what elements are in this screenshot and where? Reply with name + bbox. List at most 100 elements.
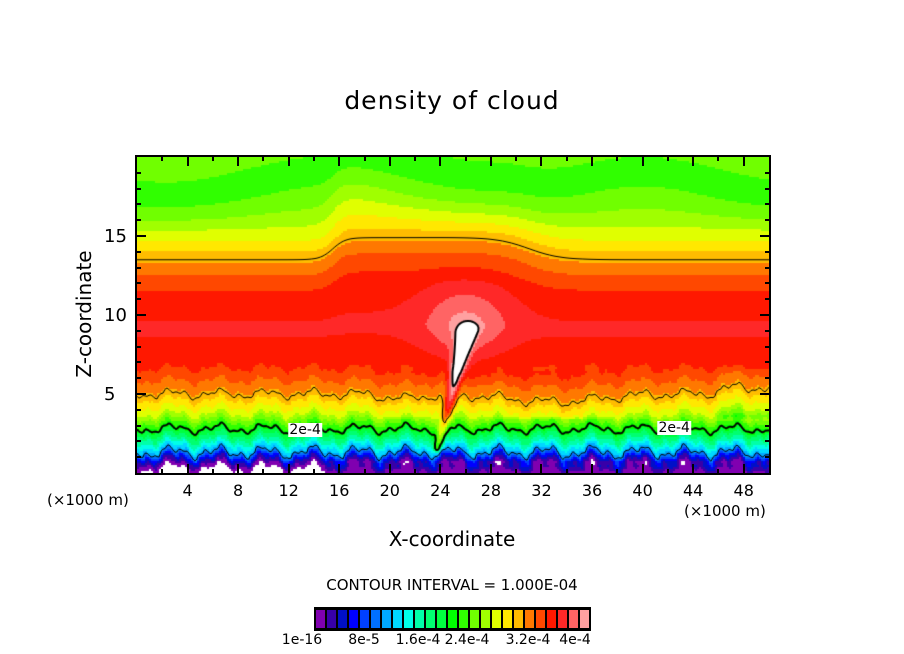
x-unit-label: (×1000 m) [684,502,766,520]
y-tick [765,424,769,427]
x-tick [742,157,745,166]
x-tick [363,469,366,473]
colorbar-box [382,610,391,628]
y-tick [137,456,141,459]
colorbar-box [547,610,556,628]
colorbar-box [448,610,457,628]
colorbar-box [503,610,512,628]
x-tick [565,469,568,473]
colorbar-box [558,610,567,628]
y-tick [137,424,141,427]
y-tick [765,377,769,380]
x-tick [312,469,315,473]
x-tick [489,157,492,166]
x-tick [464,469,467,473]
y-tick [137,298,141,301]
colorbar [314,607,591,631]
colorbar-box [492,610,501,628]
colorbar-box [338,610,347,628]
y-tick [760,393,769,395]
x-tick [237,157,240,166]
x-axis-label: X-coordinate [388,527,516,551]
y-tick [137,345,141,348]
x-tick-label: 12 [278,481,299,500]
y-tick [137,219,141,222]
colorbar-label: 8e-5 [348,632,380,648]
x-tick [287,464,290,473]
x-tick [591,464,594,473]
x-tick [489,464,492,473]
y-tick [137,361,141,364]
x-tick [439,464,442,473]
x-tick [338,464,341,473]
x-tick [515,469,518,473]
x-tick [717,469,720,473]
x-tick-label: 8 [233,481,244,500]
x-tick [565,157,568,161]
x-tick [515,157,518,161]
y-tick [137,282,141,285]
y-tick [137,329,141,332]
y-tick [137,250,141,253]
y-tick [137,393,146,395]
y-tick [137,203,141,206]
x-tick [211,157,214,161]
x-tick [641,157,644,166]
y-tick [765,187,769,190]
contour-interval-text: CONTOUR INTERVAL = 1.000E-04 [326,576,578,594]
y-tick [765,266,769,269]
y-tick [765,203,769,206]
colorbar-box [349,610,358,628]
colorbar-box [404,610,413,628]
x-tick-label: 20 [379,481,400,500]
x-tick-label: 48 [733,481,754,500]
y-tick [765,456,769,459]
x-tick-label: 4 [182,481,193,500]
y-tick [137,408,141,411]
y-tick [765,298,769,301]
x-tick [338,157,341,166]
contour-label: 2e-4 [288,421,322,438]
x-tick [186,157,189,166]
y-tick [765,408,769,411]
x-tick [414,157,417,161]
x-tick [742,464,745,473]
colorbar-box [393,610,402,628]
x-tick-label: 32 [531,481,552,500]
x-tick [692,157,695,166]
x-tick [262,469,265,473]
x-tick [186,464,189,473]
y-axis-label: Z-coordinate [72,250,96,378]
colorbar-box [514,610,523,628]
x-tick [666,469,669,473]
x-tick [439,157,442,166]
x-tick [616,157,619,161]
y-tick [765,440,769,443]
y-tick [137,171,141,174]
x-tick-label: 24 [430,481,451,500]
x-tick [464,157,467,161]
colorbar-box [459,610,468,628]
x-tick [591,157,594,166]
x-tick [287,157,290,166]
x-tick [666,157,669,161]
y-tick [760,235,769,237]
y-tick [765,171,769,174]
plot-area [135,155,771,475]
y-tick [765,282,769,285]
x-tick [388,464,391,473]
colorbar-box [426,610,435,628]
y-tick-label: 15 [104,226,127,247]
y-tick [760,314,769,316]
colorbar-box [327,610,336,628]
colorbar-label: 3.2e-4 [505,632,551,648]
x-tick [641,464,644,473]
colorbar-box [536,610,545,628]
colorbar-box [371,610,380,628]
colorbar-label: 2.4e-4 [444,632,490,648]
y-tick-label: 10 [104,305,127,326]
x-tick-label: 16 [329,481,350,500]
y-tick [137,377,141,380]
y-unit-label: (×1000 m) [47,491,129,509]
x-tick-label: 40 [632,481,653,500]
